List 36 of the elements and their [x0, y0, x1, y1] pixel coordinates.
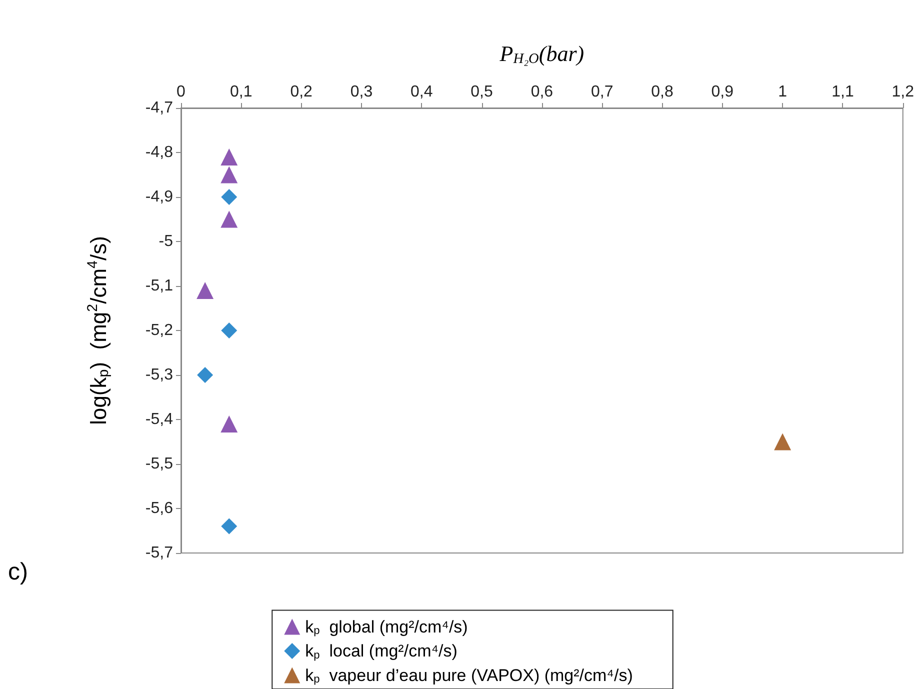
y-tick-label: -4,9: [145, 188, 174, 206]
x-tick-label: 1,2: [892, 84, 914, 100]
y-tick-label: -5,5: [145, 456, 174, 472]
x-tick-label: 1,1: [832, 84, 854, 100]
y-tick-label: -5,1: [145, 278, 174, 294]
point: [221, 518, 238, 534]
x-tick-label: 1: [778, 84, 788, 100]
point: [197, 367, 214, 383]
x-tick-label: 0,2: [290, 84, 313, 100]
x-tick-label: 0,1: [230, 84, 252, 100]
point: [220, 166, 238, 184]
x-tick-label: 0,8: [651, 84, 674, 100]
x-tick-label: 0,6: [530, 84, 554, 100]
point: [774, 433, 792, 450]
point: [220, 415, 238, 432]
text: c): [8, 558, 28, 586]
x-tick-label: 0,7: [590, 84, 614, 100]
point: [220, 148, 238, 166]
x-tick-label: 0,4: [410, 84, 433, 100]
x-tick-label: 0,3: [350, 84, 373, 100]
point: [196, 282, 214, 299]
y-tick-label: -5,7: [145, 544, 174, 562]
y-tick-label: -5,2: [145, 322, 174, 339]
point: [221, 189, 238, 205]
x-tick-label: 0,5: [470, 84, 493, 100]
y-tick-label: -4,7: [145, 100, 174, 116]
y-axis-title: log(kp) (mg2/cm4/s): [85, 236, 112, 425]
y-tick-label: -4,8: [145, 144, 174, 161]
y-tick-label: -5,4: [145, 411, 174, 428]
y-tick-label: -5,3: [145, 366, 174, 384]
point: [220, 210, 238, 228]
y-tick-label: -5: [158, 233, 174, 250]
point: [221, 322, 238, 338]
x-tick-label: 0: [176, 84, 186, 100]
y-tick-label: -5,6: [145, 500, 174, 517]
x-tick-label: 0,9: [711, 84, 734, 100]
